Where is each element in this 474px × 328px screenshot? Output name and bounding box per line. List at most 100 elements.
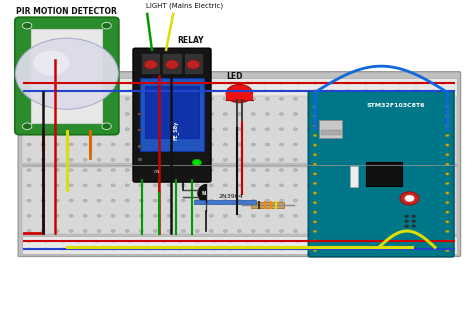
Circle shape xyxy=(412,220,416,222)
Circle shape xyxy=(446,144,449,146)
Circle shape xyxy=(392,128,396,131)
Circle shape xyxy=(349,158,354,161)
Circle shape xyxy=(364,230,368,233)
Circle shape xyxy=(377,128,382,131)
Circle shape xyxy=(446,201,449,204)
Circle shape xyxy=(97,214,101,217)
Circle shape xyxy=(55,214,59,217)
Circle shape xyxy=(446,154,449,156)
Circle shape xyxy=(265,230,270,233)
Circle shape xyxy=(347,248,351,250)
Circle shape xyxy=(153,158,157,161)
Circle shape xyxy=(27,184,31,187)
Circle shape xyxy=(246,82,250,84)
Circle shape xyxy=(321,184,326,187)
Circle shape xyxy=(313,220,317,223)
Circle shape xyxy=(195,240,199,243)
Circle shape xyxy=(330,248,334,250)
FancyBboxPatch shape xyxy=(15,17,119,135)
Circle shape xyxy=(41,158,45,161)
Polygon shape xyxy=(198,184,206,203)
Circle shape xyxy=(69,199,73,202)
Circle shape xyxy=(251,158,255,161)
Circle shape xyxy=(405,97,410,100)
Bar xyxy=(138,158,142,161)
Circle shape xyxy=(27,158,31,161)
Circle shape xyxy=(313,163,317,166)
Circle shape xyxy=(111,128,115,131)
Circle shape xyxy=(139,214,143,217)
Circle shape xyxy=(313,89,317,92)
Circle shape xyxy=(392,214,396,217)
Circle shape xyxy=(307,143,311,146)
Circle shape xyxy=(405,199,410,202)
Circle shape xyxy=(265,113,270,115)
Circle shape xyxy=(293,214,298,217)
Circle shape xyxy=(55,158,59,161)
Circle shape xyxy=(94,82,98,84)
Circle shape xyxy=(223,214,228,217)
Circle shape xyxy=(349,230,354,233)
Circle shape xyxy=(34,51,69,75)
Circle shape xyxy=(229,89,233,92)
Circle shape xyxy=(128,248,132,250)
Circle shape xyxy=(78,82,82,84)
Circle shape xyxy=(212,240,216,243)
Circle shape xyxy=(307,184,311,187)
Circle shape xyxy=(83,199,87,202)
Circle shape xyxy=(405,158,410,161)
Circle shape xyxy=(223,230,228,233)
Circle shape xyxy=(195,89,199,92)
Circle shape xyxy=(313,211,317,214)
Text: LED: LED xyxy=(227,72,243,81)
Circle shape xyxy=(41,169,45,172)
Circle shape xyxy=(377,158,382,161)
Circle shape xyxy=(111,199,115,202)
Circle shape xyxy=(128,82,132,84)
Circle shape xyxy=(97,97,101,100)
Circle shape xyxy=(229,248,233,250)
Circle shape xyxy=(125,113,129,115)
Circle shape xyxy=(313,230,317,233)
Circle shape xyxy=(61,82,64,84)
Circle shape xyxy=(412,215,416,217)
Circle shape xyxy=(364,214,368,217)
Circle shape xyxy=(153,128,157,131)
Circle shape xyxy=(226,84,253,103)
Text: N: N xyxy=(201,191,206,196)
Circle shape xyxy=(69,169,73,172)
Circle shape xyxy=(181,113,185,115)
Bar xyxy=(194,200,256,204)
Circle shape xyxy=(27,230,31,233)
Circle shape xyxy=(111,97,115,100)
Bar xyxy=(251,202,284,208)
Circle shape xyxy=(392,97,396,100)
Circle shape xyxy=(251,184,255,187)
Circle shape xyxy=(102,123,111,130)
Circle shape xyxy=(265,214,270,217)
Circle shape xyxy=(414,248,418,250)
Circle shape xyxy=(83,230,87,233)
Circle shape xyxy=(27,143,31,146)
Circle shape xyxy=(41,143,45,146)
Circle shape xyxy=(27,248,31,250)
Circle shape xyxy=(41,199,45,202)
Circle shape xyxy=(307,113,311,115)
Circle shape xyxy=(280,89,283,92)
Circle shape xyxy=(377,214,382,217)
Circle shape xyxy=(279,113,283,115)
Circle shape xyxy=(209,230,213,233)
Circle shape xyxy=(321,143,326,146)
Circle shape xyxy=(419,214,424,217)
Circle shape xyxy=(251,113,255,115)
Circle shape xyxy=(446,211,449,214)
Circle shape xyxy=(349,113,354,115)
Circle shape xyxy=(229,240,233,243)
Circle shape xyxy=(280,248,283,250)
Circle shape xyxy=(279,199,283,202)
Circle shape xyxy=(145,82,149,84)
Circle shape xyxy=(153,184,157,187)
Circle shape xyxy=(195,82,199,84)
Circle shape xyxy=(313,144,317,146)
Circle shape xyxy=(392,184,396,187)
